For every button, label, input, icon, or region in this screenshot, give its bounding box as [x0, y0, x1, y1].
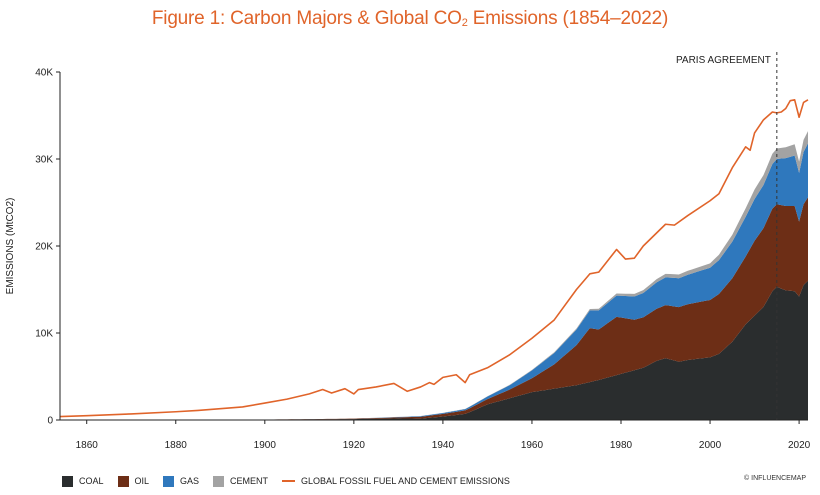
axes: 1860 1880 1900 1920 1940 1960 1980 2000 2020 0 10K… — [35, 52, 811, 451]
legend-label: CEMENT — [230, 476, 269, 486]
y-tick-label: 0 — [47, 416, 53, 427]
legend-swatch — [213, 475, 225, 487]
chart-title-years: Emissions (1854–2022) — [467, 8, 669, 29]
line-global-emissions — [59, 99, 809, 418]
legend: COAL OIL GAS CEMENT GLOBAL FOSSIL FUEL AND C… — [62, 474, 524, 488]
y-tick-label: 10K — [35, 329, 53, 340]
legend-swatch — [163, 475, 175, 487]
legend-label: GAS — [180, 476, 200, 486]
y-tick-label: 20K — [35, 242, 53, 253]
x-tick-label: 1920 — [343, 440, 366, 451]
legend-swatch — [282, 480, 296, 482]
y-tick-label: 40K — [35, 68, 53, 79]
legend-item-cement: CEMENT — [213, 475, 269, 487]
legend-item-global: GLOBAL FOSSIL FUEL AND CEMENT EMISSIONS — [282, 476, 510, 486]
area-oil — [60, 197, 808, 420]
x-tick-label: 1860 — [76, 440, 99, 451]
x-tick-label: 2020 — [788, 440, 811, 451]
area-coal — [60, 280, 808, 420]
x-tick-label: 2000 — [699, 440, 722, 451]
chart-title-subscript: 2 — [461, 17, 468, 29]
legend-swatch — [62, 475, 73, 487]
x-tick-label: 1980 — [610, 440, 633, 451]
legend-label: COAL — [79, 476, 104, 486]
x-tick-label: 1940 — [432, 440, 455, 451]
x-tick-label: 1960 — [521, 440, 544, 451]
chart-title-main: Figure 1: Carbon Majors & Global CO — [151, 8, 462, 29]
stacked-areas — [60, 131, 808, 420]
credit-text: © INFLUENCEMAP — [744, 475, 806, 482]
legend-item-coal: COAL — [62, 475, 104, 487]
x-tick-label: 1880 — [165, 440, 188, 451]
legend-item-gas: GAS — [163, 475, 200, 487]
y-axis-label: EMISSIONS (MtCO2) — [5, 198, 16, 295]
y-tick-label: 30K — [35, 155, 53, 166]
chart-title: Figure 1: Carbon Majors & Global CO2 Emi… — [0, 8, 820, 30]
area-gas — [60, 143, 808, 420]
x-tick-label: 1900 — [254, 440, 277, 451]
legend-item-oil: OIL — [117, 475, 150, 487]
paris-agreement-label: PARIS AGREEMENT — [676, 55, 771, 66]
line-series — [59, 99, 809, 418]
legend-swatch — [117, 475, 129, 487]
legend-label: GLOBAL FOSSIL FUEL AND CEMENT EMISSIONS — [301, 476, 510, 486]
legend-label: OIL — [134, 476, 150, 486]
